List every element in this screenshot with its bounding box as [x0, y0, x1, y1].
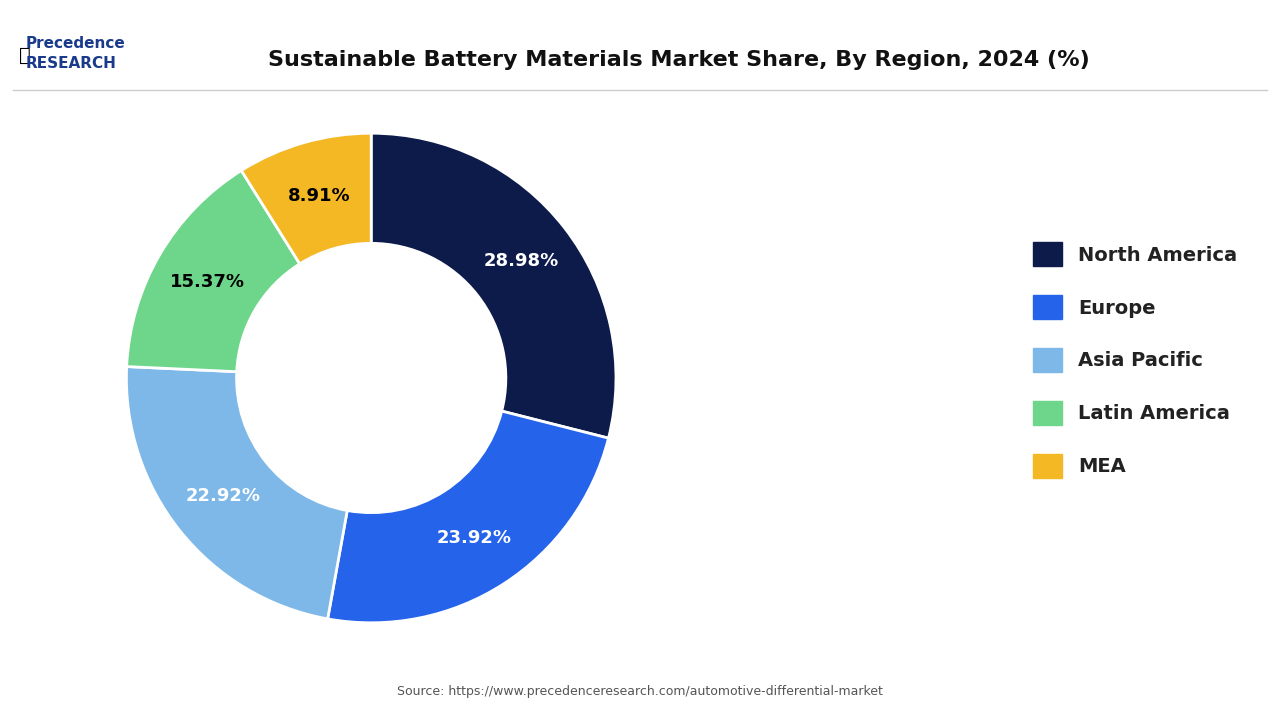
Text: 22.92%: 22.92%: [186, 487, 260, 505]
Text: 🌿: 🌿: [19, 46, 31, 66]
Text: Source: https://www.precedenceresearch.com/automotive-differential-market: Source: https://www.precedenceresearch.c…: [397, 685, 883, 698]
Wedge shape: [127, 171, 300, 372]
Wedge shape: [371, 133, 616, 438]
Legend: North America, Europe, Asia Pacific, Latin America, MEA: North America, Europe, Asia Pacific, Lat…: [1025, 235, 1244, 485]
Text: 15.37%: 15.37%: [170, 273, 244, 291]
Text: 8.91%: 8.91%: [288, 186, 351, 204]
Wedge shape: [127, 366, 347, 619]
Text: 23.92%: 23.92%: [436, 528, 512, 546]
Text: Precedence
RESEARCH: Precedence RESEARCH: [26, 36, 125, 71]
Wedge shape: [328, 411, 608, 623]
Text: Sustainable Battery Materials Market Share, By Region, 2024 (%): Sustainable Battery Materials Market Sha…: [268, 50, 1089, 71]
Text: 28.98%: 28.98%: [484, 253, 558, 271]
Wedge shape: [242, 133, 371, 264]
